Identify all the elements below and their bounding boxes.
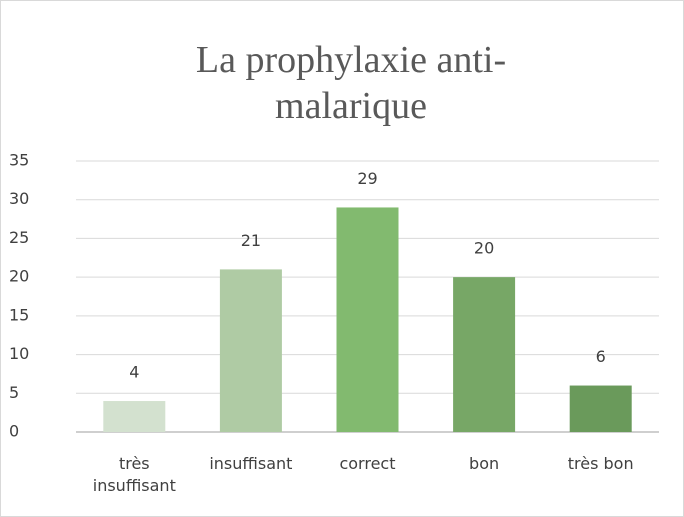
- data-label: 20: [474, 239, 494, 258]
- y-tick-label: 10: [9, 344, 29, 363]
- bar: [336, 207, 399, 432]
- x-tick-label: très insuffisant: [92, 454, 176, 495]
- bar: [219, 269, 282, 432]
- x-tick-label: correct: [339, 454, 396, 473]
- y-tick-label: 5: [9, 383, 19, 402]
- bar: [453, 277, 516, 432]
- x-tick-label: très bon: [567, 454, 634, 473]
- y-tick-label: 30: [9, 189, 29, 208]
- x-tick-label: bon: [469, 454, 500, 473]
- y-tick-label: 20: [9, 267, 29, 286]
- x-tick-label: insuffisant: [209, 454, 293, 473]
- y-tick-label: 35: [9, 151, 29, 170]
- data-label: 6: [596, 347, 606, 366]
- bar: [103, 401, 166, 432]
- y-tick-label: 15: [9, 305, 29, 324]
- data-label: 4: [129, 363, 139, 382]
- chart-title: La prophylaxie anti-malarique: [195, 39, 507, 127]
- y-tick-label: 25: [9, 228, 29, 247]
- bar: [569, 385, 632, 432]
- data-label: 21: [241, 231, 261, 250]
- data-label: 29: [357, 169, 377, 188]
- y-tick-label: 0: [9, 422, 19, 441]
